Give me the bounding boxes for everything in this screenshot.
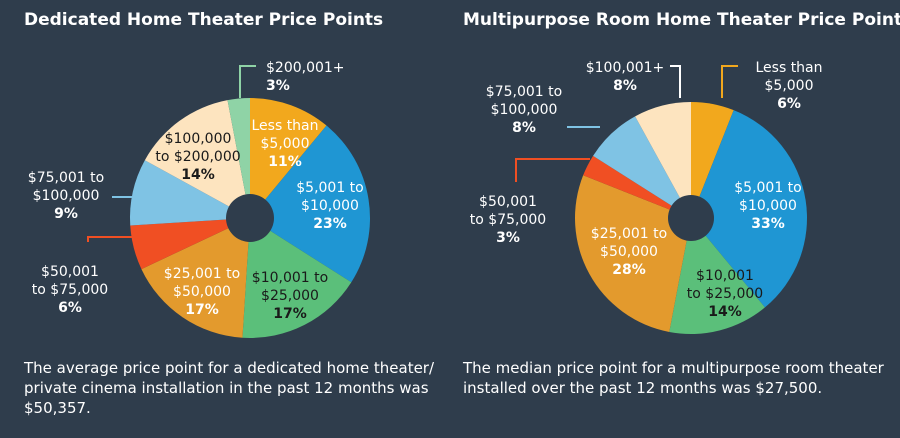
slice-label-200-001: $200,001+ 3% (266, 60, 345, 94)
pie-slice-100-001 (635, 102, 691, 218)
pie-slice-25-001-to-50-000 (141, 218, 250, 338)
slice-value-75-001-to-100-000: 9% (54, 206, 78, 222)
pie-chart-multipurpose: Less than $5,000 6% $5,001 to $10,000 33% $10,… (470, 60, 823, 335)
slice-label-less-than-5-000: Less than $5,000 6% (755, 60, 822, 112)
slice-label-5-001-to-10-000: $5,001 to $10,000 23% (296, 180, 364, 232)
slice-label-100-000-to-200-000: $100,000 to $200,000 14% (155, 131, 240, 183)
slice-value-25-001-to-50-000: 17% (185, 302, 219, 318)
leader-line-50-001-to-75-000 (87, 236, 132, 242)
pie-slice-5-001-to-10-000 (691, 110, 807, 308)
slice-value-50-001-to-75-000: 3% (496, 230, 520, 246)
pie-slice-75-001-to-100-000 (130, 160, 250, 226)
slice-label-50-001-to-75-000: $50,001 to $75,000 3% (470, 194, 546, 246)
slice-value-100-001: 8% (613, 78, 637, 94)
slice-label-25-001-to-50-000: $25,001 to $50,000 28% (591, 226, 667, 278)
pie-slice-100-000-to-200-000 (144, 100, 250, 218)
leader-line-less-than-5-000 (721, 65, 738, 98)
pie-slice-less-than-5-000 (250, 98, 327, 218)
slice-label-25-001-to-50-000: $25,001 to $50,000 17% (164, 266, 240, 318)
leader-line-50-001-to-75-000 (515, 158, 590, 182)
pie-chart-dedicated: Less than $5,000 11% $5,001 to $10,000 23% $10… (28, 60, 370, 338)
slice-label-10-001-to-25-000: $10,001 to $25,000 14% (687, 268, 763, 320)
slice-label-100-001: $100,001+ 8% (586, 60, 665, 94)
slice-value-75-001-to-100-000: 8% (512, 120, 536, 136)
pie-center-hole (668, 195, 714, 241)
slice-label-50-001-to-75-000: $50,001 to $75,000 6% (32, 264, 108, 316)
pie-center-hole (226, 194, 274, 242)
slice-label-75-001-to-100-000: $75,001 to $100,000 9% (28, 170, 104, 222)
pie-slice-75-001-to-100-000 (593, 116, 691, 218)
slice-label-5-001-to-10-000: $5,001 to $10,000 33% (734, 180, 802, 232)
slice-value-less-than-5-000: 6% (777, 96, 801, 112)
leader-line-200-001 (239, 65, 256, 98)
pie-slice-5-001-to-10-000 (250, 125, 370, 283)
slice-label-less-than-5-000: Less than $5,000 11% (251, 118, 318, 170)
pie-slice-10-001-to-25-000 (242, 218, 352, 338)
slice-label-10-001-to-25-000: $10,001 to $25,000 17% (252, 270, 328, 322)
slice-value-5-001-to-10-000: 33% (751, 216, 785, 232)
chart-title-multipurpose: Multipurpose Room Home Theater Price Poi… (463, 10, 900, 30)
slice-value-less-than-5-000: 11% (268, 154, 302, 170)
pie-slice-less-than-5-000 (691, 102, 734, 218)
slice-value-50-001-to-75-000: 6% (58, 300, 82, 316)
slice-value-10-001-to-25-000: 17% (273, 306, 307, 322)
slice-value-5-001-to-10-000: 23% (313, 216, 347, 232)
pie-slice-10-001-to-25-000 (669, 218, 765, 335)
slice-value-100-000-to-200-000: 14% (181, 167, 215, 183)
slice-value-25-001-to-50-000: 28% (612, 262, 646, 278)
pie-slice-50-001-to-75-000 (130, 218, 250, 270)
pie-slice-25-001-to-50-000 (575, 175, 691, 332)
pie-slice-200-001 (227, 98, 250, 218)
caption-dedicated: The average price point for a dedicated … (24, 359, 435, 417)
caption-multipurpose: The median price point for a multipurpos… (463, 359, 884, 397)
slice-value-200-001: 3% (266, 78, 290, 94)
slice-label-75-001-to-100-000: $75,001 to $100,000 8% (486, 84, 562, 136)
slice-value-10-001-to-25-000: 14% (708, 304, 742, 320)
leader-line-100-001 (670, 65, 681, 98)
chart-title-dedicated: Dedicated Home Theater Price Points (24, 10, 384, 30)
pie-slice-50-001-to-75-000 (583, 155, 691, 218)
